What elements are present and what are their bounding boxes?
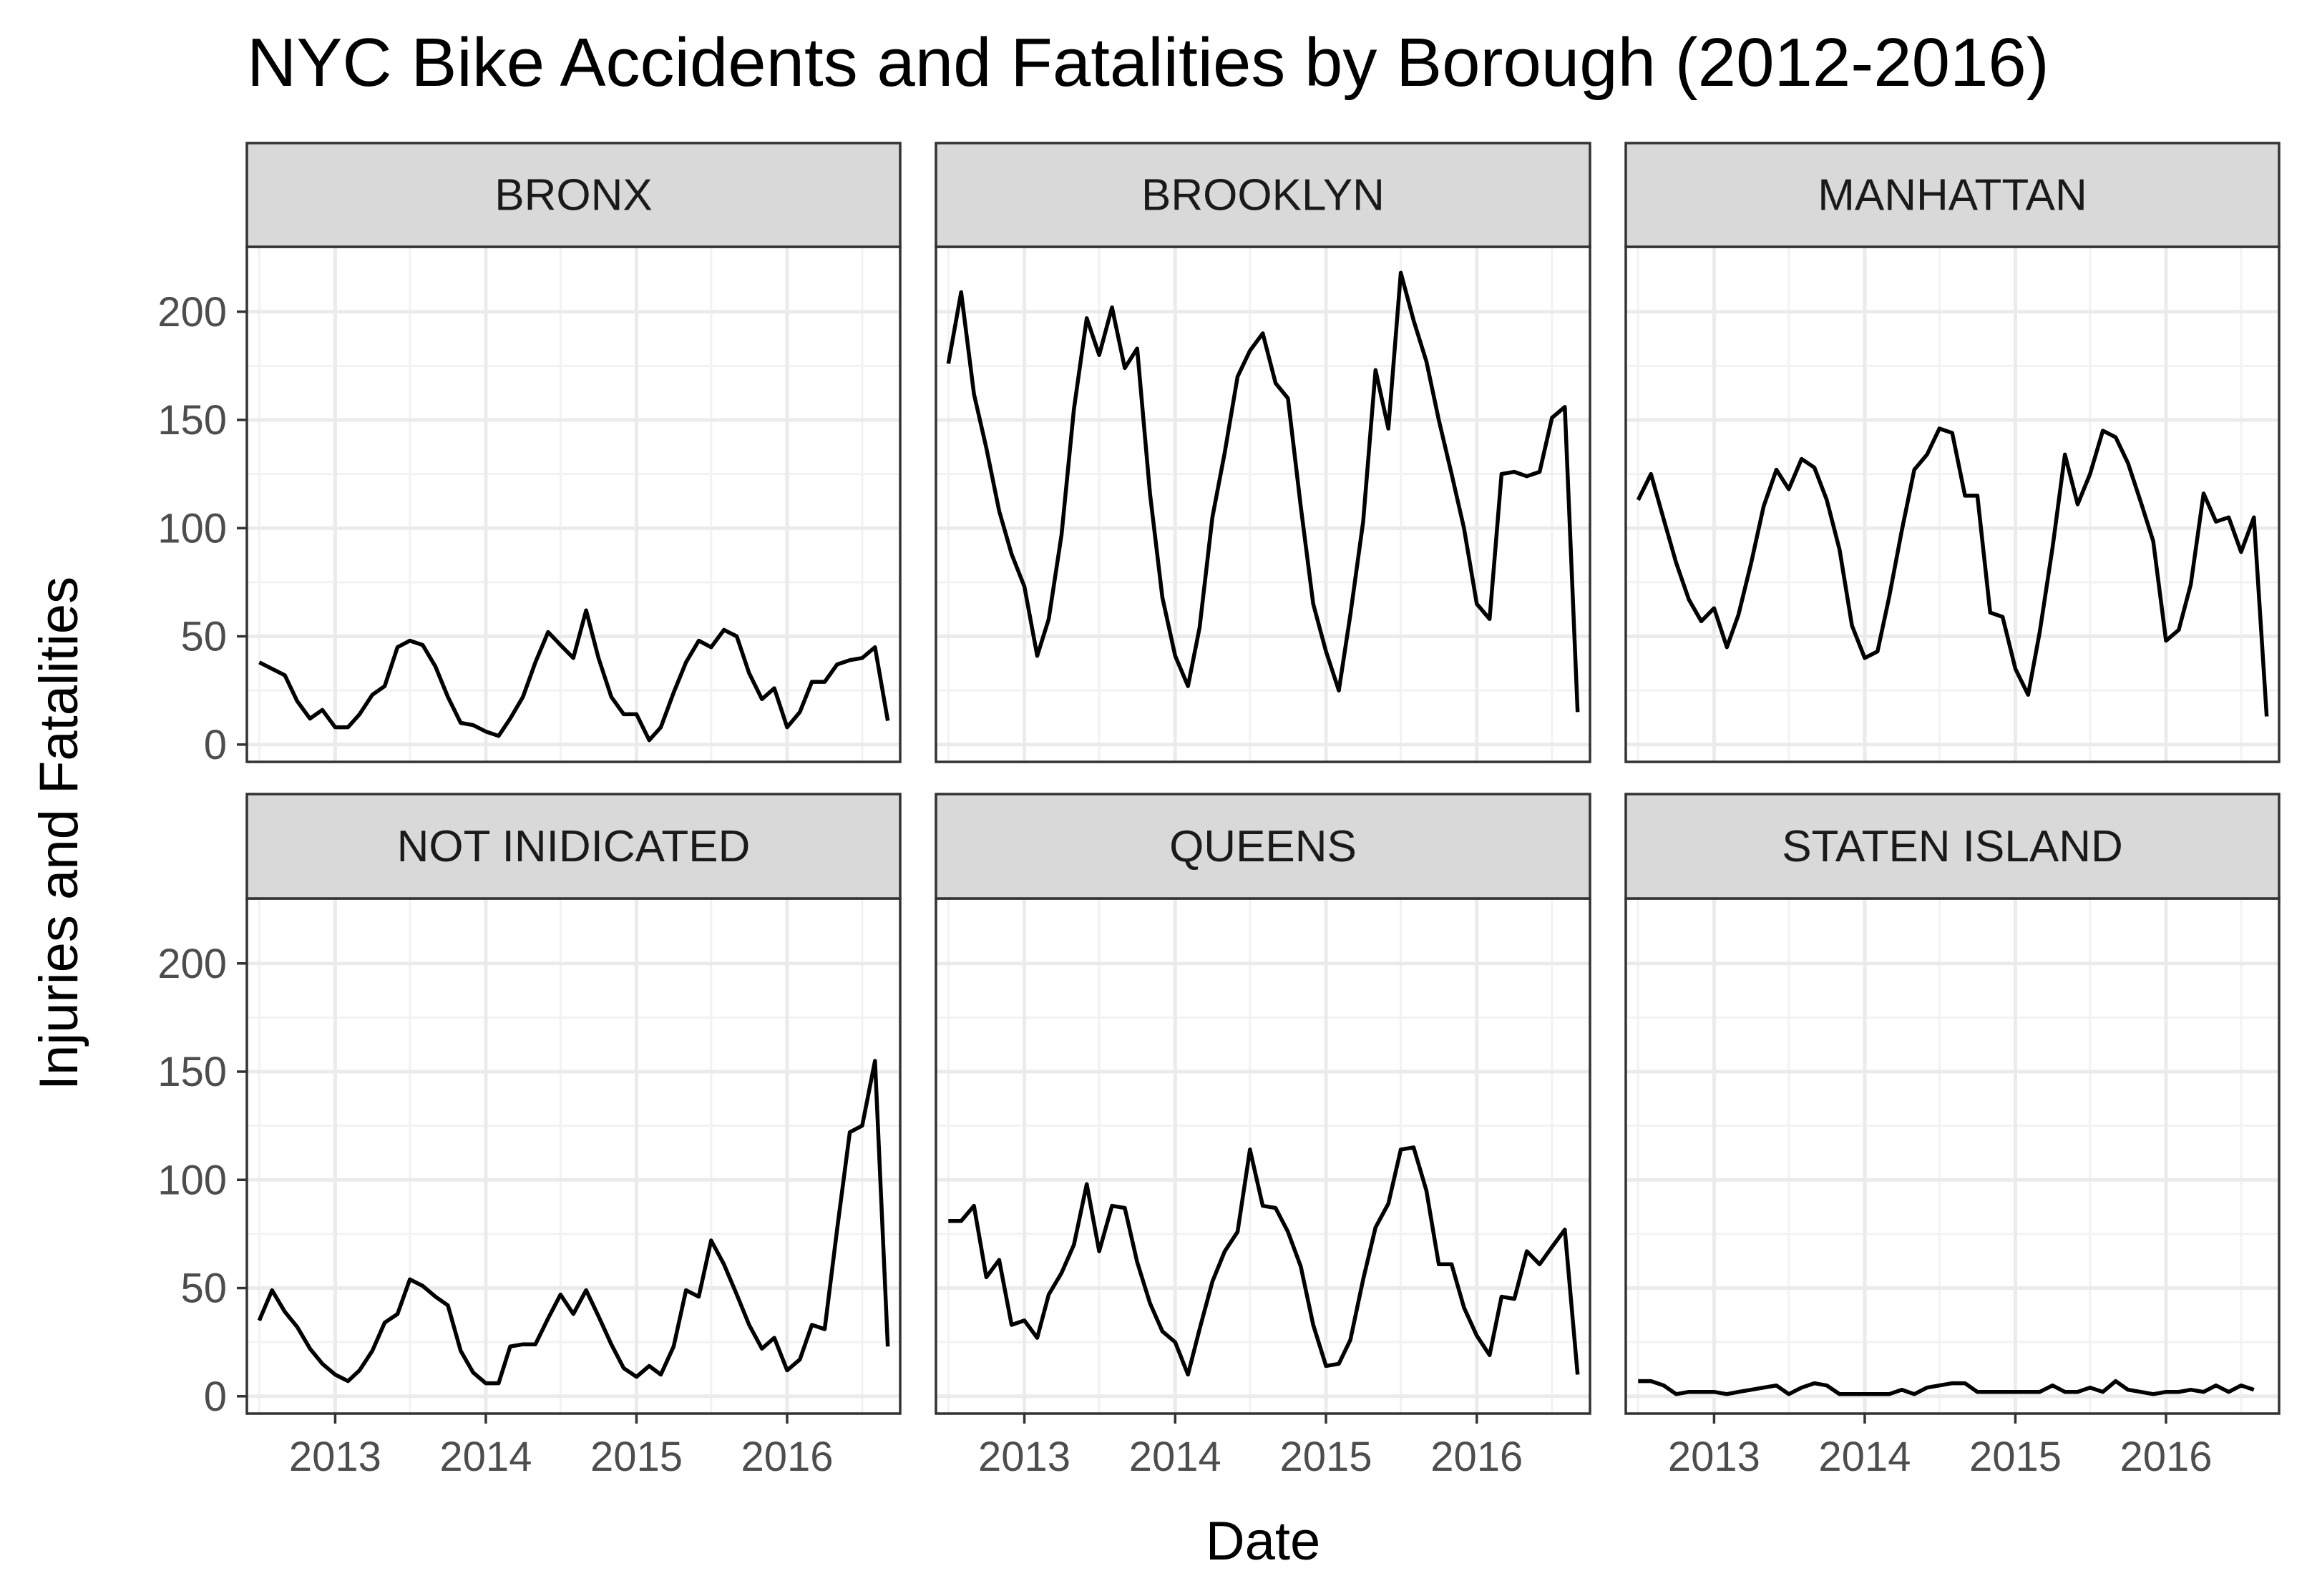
series-line-bronx [258,608,890,743]
panel-queens: QUEENS 2013 2014 2015 2016 [935,793,1591,1480]
strip-background [1624,142,2281,248]
x-tick-label: 2014 [439,1434,532,1480]
strip-label-not-inidicated: NOT INIDICATED [397,822,751,871]
y-axis-title: Injuries and Fatalities [29,577,89,1090]
panel-brooklyn: BROOKLYN [935,142,1591,763]
series-line-not-inidicated [257,1059,890,1386]
y-tick-label: 100 [157,1157,227,1203]
facet-panels: BRONX 0 50 100 150 200 BROOKLYN MANHATTAN NOT IN… [157,142,2281,1480]
x-tick-label: 2013 [978,1434,1070,1480]
strip-background [935,793,1591,900]
series-line-brooklyn [946,270,1580,713]
panel-manhattan: MANHATTAN [1624,142,2281,763]
y-tick-label: 150 [157,1049,227,1095]
x-tick-label: 2015 [590,1434,683,1480]
x-axis-title: Date [1206,1511,1321,1572]
panel-not-inidicated: NOT INIDICATED 0 50 100 150 200 2013 2014 2015 20… [157,793,902,1480]
strip-background [245,793,902,900]
x-tick-label: 2016 [1430,1434,1523,1480]
y-tick-label: 200 [157,941,227,987]
series-line-queens [948,1145,1580,1377]
panel-bronx: BRONX 0 50 100 150 200 [157,142,902,768]
series-line-staten-island [1638,1379,2255,1396]
panel-background [936,247,1590,762]
panel-background [1626,899,2279,1414]
y-tick-label: 0 [204,722,227,768]
x-tick-label: 2013 [289,1434,381,1480]
chart-title: NYC Bike Accidents and Fatalities by Bor… [247,24,2049,101]
x-tick-label: 2016 [741,1434,833,1480]
strip-label-queens: QUEENS [1169,822,1357,871]
strip-background [1624,793,2281,900]
strip-label-bronx: BRONX [494,171,652,220]
x-tick-label: 2015 [1969,1434,2062,1480]
y-tick-label: 50 [180,1265,227,1312]
y-tick-label: 200 [157,289,227,336]
strip-background [245,142,902,248]
panel-background [247,899,900,1414]
strip-label-brooklyn: BROOKLYN [1141,171,1385,220]
panel-background [936,899,1590,1414]
strip-background [935,142,1591,248]
strip-label-staten-island: STATEN ISLAND [1782,822,2123,871]
x-tick-label: 2015 [1280,1434,1372,1480]
x-tick-label: 2014 [1129,1434,1221,1480]
y-tick-label: 150 [157,397,227,444]
panel-background [247,247,900,762]
x-tick-label: 2014 [1818,1434,1911,1480]
y-tick-label: 50 [180,614,227,660]
strip-label-manhattan: MANHATTAN [1818,171,2087,220]
y-tick-label: 100 [157,505,227,552]
panel-background [1626,247,2279,762]
x-tick-label: 2016 [2120,1434,2212,1480]
panel-staten-island: STATEN ISLAND 2013 2014 2015 2016 [1624,793,2281,1480]
y-tick-label: 0 [204,1374,227,1420]
x-tick-label: 2013 [1668,1434,1760,1480]
series-line-manhattan [1636,426,2269,717]
